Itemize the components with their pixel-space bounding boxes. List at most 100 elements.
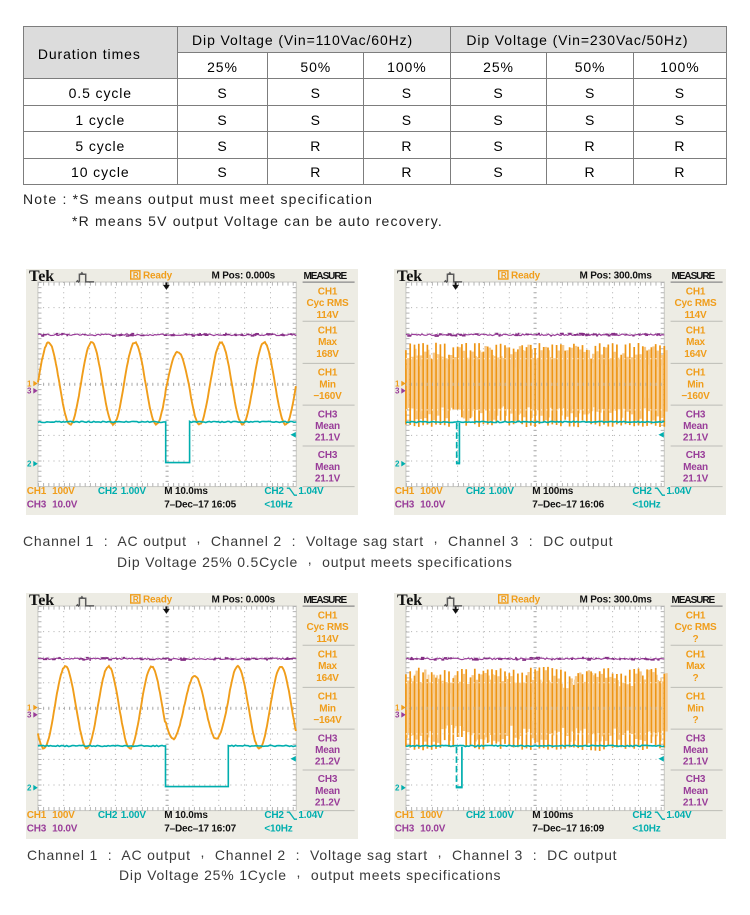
svg-text:1.00V: 1.00V bbox=[489, 810, 515, 821]
svg-text:CH2: CH2 bbox=[264, 810, 284, 821]
svg-text:Cyc RMS: Cyc RMS bbox=[675, 298, 717, 309]
svg-text:7–Dec–17 16:07: 7–Dec–17 16:07 bbox=[164, 824, 236, 835]
svg-text:100V: 100V bbox=[52, 810, 75, 821]
svg-text:10.0V: 10.0V bbox=[52, 824, 78, 835]
svg-text:CH3: CH3 bbox=[318, 409, 338, 420]
svg-text:CH1: CH1 bbox=[318, 287, 338, 298]
svg-text:M Pos: 300.0ms: M Pos: 300.0ms bbox=[580, 595, 653, 606]
svg-text:M 100ms: M 100ms bbox=[532, 810, 573, 821]
svg-text:Mean: Mean bbox=[683, 421, 708, 432]
svg-text:CH1: CH1 bbox=[686, 692, 706, 703]
svg-text:21.1V: 21.1V bbox=[683, 433, 709, 444]
svg-text:Cyc RMS: Cyc RMS bbox=[307, 298, 349, 309]
svg-text:10.0V: 10.0V bbox=[420, 824, 446, 835]
svg-text:CH2: CH2 bbox=[264, 486, 284, 497]
svg-text:?: ? bbox=[693, 715, 699, 726]
svg-text:R: R bbox=[501, 271, 507, 280]
svg-text:1: 1 bbox=[395, 379, 400, 388]
svg-text:2: 2 bbox=[27, 784, 32, 793]
svg-text:114V: 114V bbox=[316, 310, 339, 321]
svg-text:Tek: Tek bbox=[29, 593, 54, 609]
svg-text:Tek: Tek bbox=[397, 593, 422, 609]
svg-text:CH2: CH2 bbox=[466, 486, 486, 497]
svg-text:CH3: CH3 bbox=[27, 824, 47, 835]
svg-text:CH1: CH1 bbox=[318, 649, 338, 660]
svg-text:114V: 114V bbox=[684, 310, 707, 321]
svg-text:Max: Max bbox=[686, 337, 705, 348]
svg-text:Max: Max bbox=[318, 661, 337, 672]
svg-text:100V: 100V bbox=[420, 486, 443, 497]
svg-text:168V: 168V bbox=[316, 349, 339, 360]
svg-text:R: R bbox=[133, 595, 139, 604]
svg-text:1.00V: 1.00V bbox=[489, 486, 515, 497]
svg-text:21.2V: 21.2V bbox=[315, 757, 341, 768]
svg-text:7–Dec–17 16:09: 7–Dec–17 16:09 bbox=[532, 824, 604, 835]
svg-text:CH3: CH3 bbox=[395, 500, 415, 511]
svg-text:Tek: Tek bbox=[397, 269, 422, 285]
svg-text:Cyc RMS: Cyc RMS bbox=[307, 622, 349, 633]
svg-text:3: 3 bbox=[395, 387, 400, 396]
svg-text:Mean: Mean bbox=[683, 786, 708, 797]
svg-text:CH1: CH1 bbox=[318, 611, 338, 622]
svg-text:1.04V: 1.04V bbox=[666, 486, 692, 497]
svg-text:CH1: CH1 bbox=[318, 325, 338, 336]
svg-text:CH1: CH1 bbox=[318, 368, 338, 379]
svg-text:21.1V: 21.1V bbox=[315, 433, 341, 444]
svg-text:<10Hz: <10Hz bbox=[632, 500, 660, 511]
svg-text:Min: Min bbox=[319, 703, 336, 714]
svg-text:Mean: Mean bbox=[315, 421, 340, 432]
svg-text:164V: 164V bbox=[684, 349, 707, 360]
svg-text:?: ? bbox=[693, 634, 699, 645]
svg-text:CH1: CH1 bbox=[27, 486, 47, 497]
svg-text:CH2: CH2 bbox=[632, 810, 652, 821]
svg-text:1: 1 bbox=[395, 703, 400, 712]
svg-text:Mean: Mean bbox=[315, 462, 340, 473]
svg-text:CH3: CH3 bbox=[686, 450, 706, 461]
svg-text:Ready: Ready bbox=[511, 595, 541, 606]
svg-text:MEASURE: MEASURE bbox=[672, 271, 716, 282]
svg-text:1.04V: 1.04V bbox=[298, 810, 324, 821]
svg-text:100V: 100V bbox=[52, 486, 75, 497]
svg-text:Mean: Mean bbox=[683, 745, 708, 756]
svg-text:CH1: CH1 bbox=[686, 649, 706, 660]
svg-text:CH3: CH3 bbox=[686, 733, 706, 744]
svg-text:Ready: Ready bbox=[143, 595, 173, 606]
svg-text:Min: Min bbox=[687, 703, 704, 714]
svg-text:CH3: CH3 bbox=[686, 409, 706, 420]
svg-text:7–Dec–17 16:05: 7–Dec–17 16:05 bbox=[164, 500, 236, 511]
svg-text:1.04V: 1.04V bbox=[666, 810, 692, 821]
svg-text:MEASURE: MEASURE bbox=[304, 595, 348, 606]
svg-text:164V: 164V bbox=[316, 673, 339, 684]
svg-text:M 10.0ms: M 10.0ms bbox=[164, 810, 208, 821]
svg-text:Mean: Mean bbox=[683, 462, 708, 473]
svg-text:−160V: −160V bbox=[313, 391, 342, 402]
svg-text:1: 1 bbox=[27, 379, 32, 388]
svg-text:?: ? bbox=[693, 673, 699, 684]
svg-text:CH1: CH1 bbox=[318, 692, 338, 703]
svg-text:−160V: −160V bbox=[681, 391, 710, 402]
svg-text:Min: Min bbox=[319, 379, 336, 390]
svg-text:R: R bbox=[133, 271, 139, 280]
svg-text:21.1V: 21.1V bbox=[683, 798, 709, 809]
svg-text:M Pos: 0.000s: M Pos: 0.000s bbox=[212, 271, 276, 282]
svg-text:Max: Max bbox=[686, 661, 705, 672]
svg-text:Cyc RMS: Cyc RMS bbox=[675, 622, 717, 633]
svg-text:CH1: CH1 bbox=[27, 810, 47, 821]
svg-text:21.2V: 21.2V bbox=[315, 798, 341, 809]
svg-text:CH3: CH3 bbox=[318, 774, 338, 785]
svg-text:M Pos: 300.0ms: M Pos: 300.0ms bbox=[580, 271, 653, 282]
svg-text:1.00V: 1.00V bbox=[121, 486, 147, 497]
svg-text:21.1V: 21.1V bbox=[683, 474, 709, 485]
svg-text:CH1: CH1 bbox=[686, 611, 706, 622]
svg-text:21.1V: 21.1V bbox=[315, 474, 341, 485]
svg-text:21.1V: 21.1V bbox=[683, 757, 709, 768]
svg-text:Mean: Mean bbox=[315, 745, 340, 756]
svg-text:3: 3 bbox=[27, 711, 32, 720]
svg-text:CH3: CH3 bbox=[318, 450, 338, 461]
svg-text:CH3: CH3 bbox=[395, 824, 415, 835]
svg-text:Tek: Tek bbox=[29, 269, 54, 285]
svg-text:CH2: CH2 bbox=[98, 486, 118, 497]
svg-text:M 10.0ms: M 10.0ms bbox=[164, 486, 208, 497]
svg-text:CH1: CH1 bbox=[686, 368, 706, 379]
svg-text:100V: 100V bbox=[420, 810, 443, 821]
